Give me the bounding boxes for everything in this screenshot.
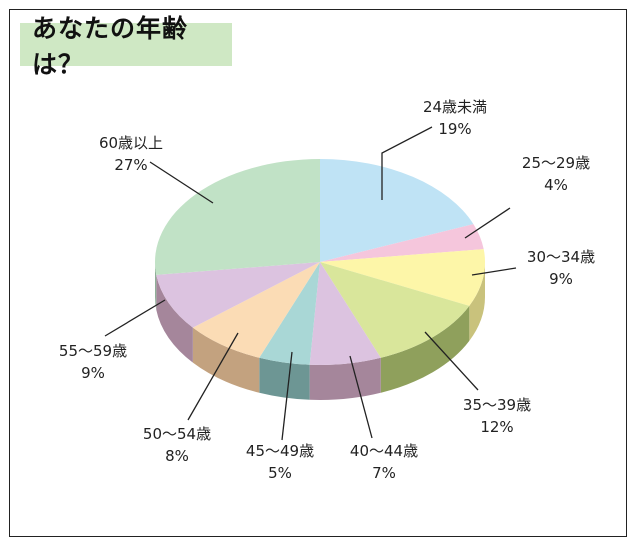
- slice-side-6: [192, 327, 260, 393]
- label-pct-1: 4%: [544, 176, 568, 194]
- label-name-3: 35〜39歳: [463, 396, 531, 414]
- label-pct-2: 9%: [549, 270, 573, 288]
- slice-side-7: [156, 274, 193, 363]
- slice-side-3: [380, 305, 470, 393]
- label-pct-6: 8%: [165, 447, 189, 465]
- leader-line-8: [149, 161, 214, 204]
- slice-side-4: [309, 357, 381, 401]
- leader-line-1: [464, 207, 511, 239]
- label-name-6: 50〜54歳: [143, 425, 211, 443]
- slice-1: [320, 224, 484, 262]
- slice-6: [192, 262, 320, 358]
- leader-lines: [104, 126, 517, 441]
- leader-line-5: [281, 351, 293, 441]
- label-name-7: 55〜59歳: [59, 342, 127, 360]
- pie-slices: [154, 159, 486, 366]
- slice-2: [320, 249, 486, 306]
- title-box: あなたの年齢は？: [20, 14, 232, 79]
- label-pct-5: 5%: [268, 464, 292, 482]
- label-pct-4: 7%: [372, 464, 396, 482]
- slice-side-8: [155, 262, 157, 310]
- chart-title: あなたの年齢は？: [32, 13, 189, 79]
- leader-line-3: [424, 331, 479, 391]
- slice-4: [309, 262, 381, 366]
- slice-side-2: [469, 262, 485, 341]
- label-name-5: 45〜49歳: [246, 442, 314, 460]
- leader-line-0: [381, 126, 433, 200]
- label-name-0: 24歳未満: [423, 98, 487, 116]
- leader-line-6: [187, 332, 239, 421]
- slice-5: [259, 262, 320, 365]
- label-pct-3: 12%: [480, 418, 513, 436]
- slice-3: [320, 262, 470, 358]
- slice-8: [154, 159, 320, 275]
- leader-line-4: [349, 355, 373, 439]
- slice-labels: 24歳未満 19% 25〜29歳 4% 30〜34歳 9% 35〜39歳 12%…: [59, 98, 595, 482]
- label-name-1: 25〜29歳: [522, 154, 590, 172]
- label-name-2: 30〜34歳: [527, 248, 595, 266]
- label-name-4: 40〜44歳: [350, 442, 418, 460]
- label-pct-0: 19%: [438, 120, 471, 138]
- leader-line-7: [104, 299, 166, 337]
- leader-line-2: [471, 267, 517, 276]
- slice-side-5: [259, 357, 310, 400]
- label-pct-7: 9%: [81, 364, 105, 382]
- slice-0: [320, 159, 474, 262]
- pie-sides: [155, 262, 485, 401]
- label-pct-8: 27%: [114, 156, 147, 174]
- slice-7: [156, 262, 320, 328]
- label-name-8: 60歳以上: [99, 134, 163, 152]
